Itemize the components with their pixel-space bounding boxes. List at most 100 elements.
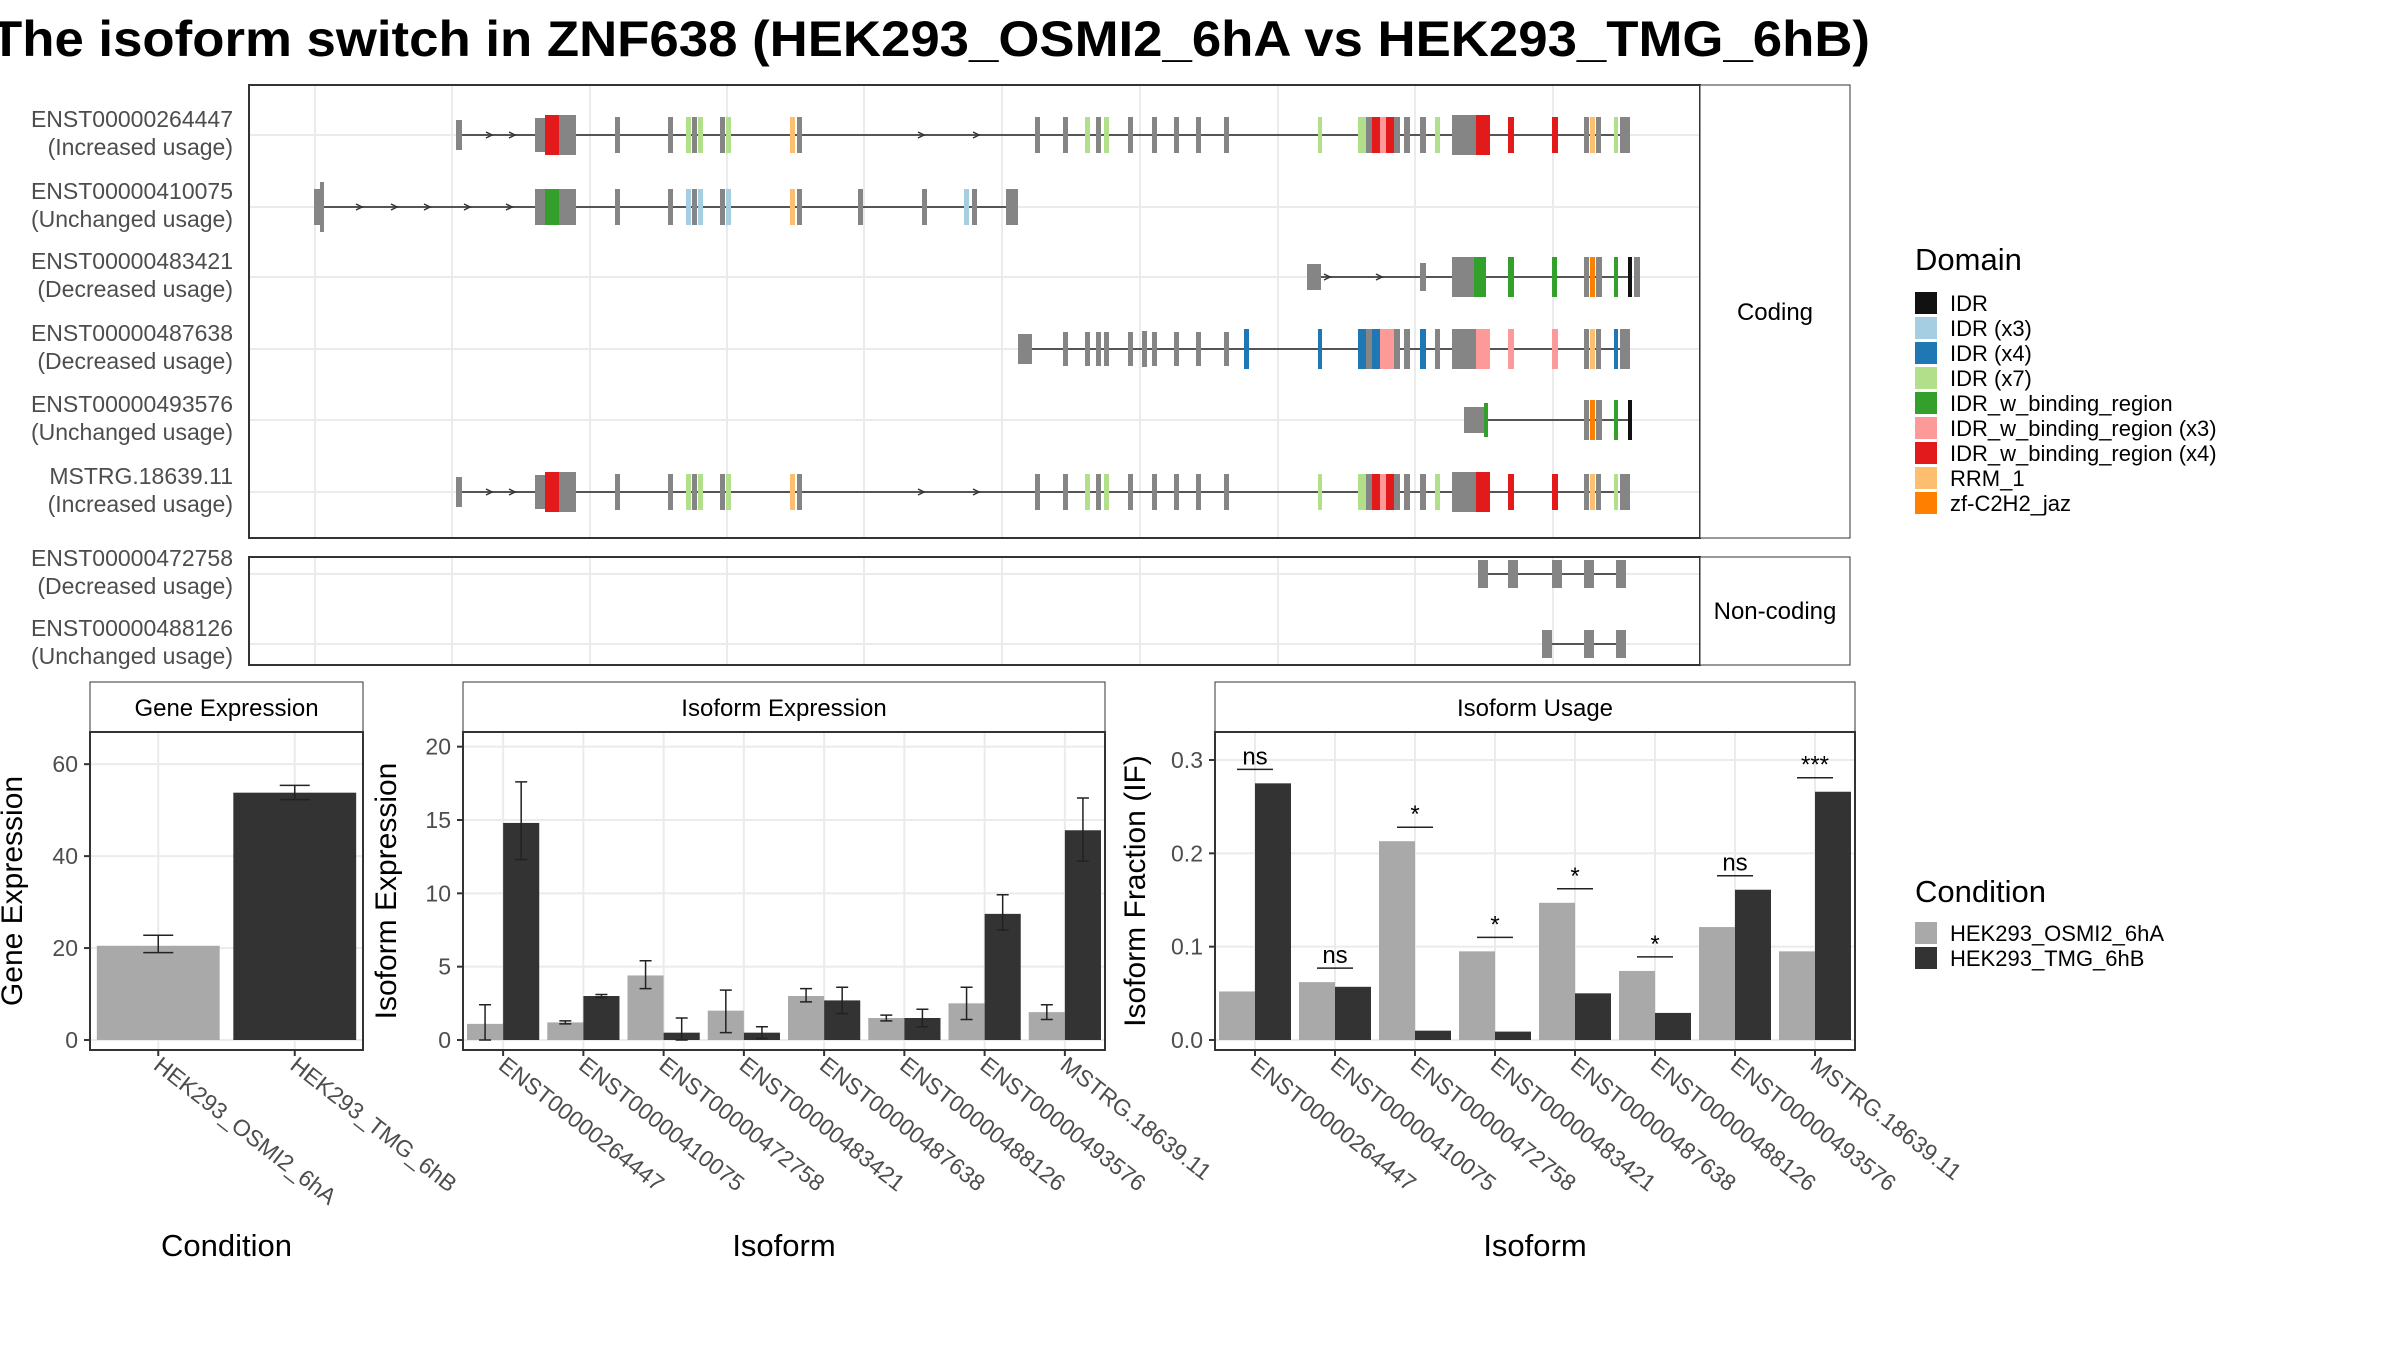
exon-block (686, 117, 691, 153)
exon-block (1584, 329, 1589, 369)
exon-block (1096, 332, 1101, 366)
domain-legend-title: Domain (1915, 242, 2022, 277)
exon-block (545, 115, 559, 155)
exon-block (1620, 474, 1630, 510)
coding-panel-bg (249, 85, 1700, 538)
error-bar (836, 986, 849, 1015)
condition-legend-title: Condition (1915, 874, 2046, 909)
exon-block (686, 474, 691, 510)
bar-MSTRG.18639.11 (1779, 951, 1815, 1040)
exon-block (1394, 474, 1400, 510)
bar-ENST00000487638 (788, 996, 825, 1040)
exon-block (1035, 117, 1040, 153)
exon-block (1307, 264, 1321, 290)
y-tick-label: 20 (425, 734, 451, 760)
exon-block (1128, 474, 1133, 510)
exon-block (1590, 400, 1595, 440)
exon-block (1435, 117, 1440, 153)
exon-block (1552, 560, 1562, 588)
bar-ENST00000264447 (1219, 991, 1255, 1040)
exon-block (1584, 560, 1594, 588)
error-bar (916, 1008, 929, 1028)
exon-block (456, 477, 462, 507)
transcript-usage-label: (Unchanged usage) (31, 419, 233, 445)
error-bar (996, 894, 1009, 931)
exon-block (1614, 400, 1618, 440)
significance-label: ns (1242, 743, 1267, 770)
exon-block (1366, 329, 1372, 369)
intron-arrow (355, 203, 364, 211)
exon-block (726, 474, 731, 510)
condition-legend-key (1915, 922, 1937, 944)
panel-strip-title: Isoform Usage (1457, 695, 1613, 722)
exon-block (1435, 329, 1440, 369)
exon-block (1452, 257, 1462, 297)
y-tick-label: 0 (438, 1027, 451, 1053)
domain-legend-key (1915, 442, 1937, 464)
transcript-usage-label: (Decreased usage) (37, 573, 233, 599)
error-bar (559, 1020, 572, 1025)
bar-ENST00000493576 (1735, 889, 1771, 1040)
exon-block (1196, 474, 1201, 510)
exon-block (1474, 257, 1486, 297)
exon-block (535, 189, 545, 225)
intron-arrow (463, 203, 472, 211)
exon-block (1358, 474, 1366, 510)
domain-legend-label: IDR_w_binding_region (1950, 391, 2173, 416)
domain-legend-label: IDR (x3) (1950, 316, 2032, 341)
y-tick-label: 0.0 (1171, 1027, 1203, 1053)
exon-block (1628, 257, 1632, 297)
exon-block (720, 117, 725, 153)
exon-block (1508, 560, 1518, 588)
exon-block (1085, 474, 1090, 510)
y-tick-label: 0.2 (1171, 840, 1203, 866)
bar-ENST00000410075 (1335, 986, 1371, 1040)
exon-block (1096, 117, 1101, 153)
bar-ENST00000487638 (1539, 902, 1575, 1040)
exon-block (1584, 630, 1594, 658)
exon-block (320, 182, 324, 232)
exon-block (790, 474, 795, 510)
facet-label-noncoding: Non-coding (1714, 598, 1837, 625)
exon-block (1380, 117, 1386, 153)
error-bar (639, 960, 652, 990)
exon-block (615, 474, 620, 510)
panel-strip (1214, 681, 1856, 733)
exon-block (1614, 474, 1618, 510)
y-axis-title: Isoform Fraction (IF) (1119, 755, 1152, 1027)
exon-block (1584, 257, 1589, 297)
exon-block (1614, 329, 1618, 369)
exon-block (1006, 189, 1018, 225)
transcript-usage-label: (Unchanged usage) (31, 206, 233, 232)
exon-block (726, 189, 731, 225)
exon-block (1394, 329, 1400, 369)
exon-block (1552, 329, 1558, 369)
domain-legend-key (1915, 467, 1937, 489)
y-tick-label: 5 (438, 954, 451, 980)
transcript-id-label: ENST00000487638 (31, 320, 233, 346)
exon-block (790, 117, 795, 153)
exon-block (456, 120, 462, 150)
exon-block (1584, 474, 1589, 510)
domain-legend-label: IDR (1950, 291, 1988, 316)
error-bar (479, 1004, 492, 1041)
exon-block (535, 475, 545, 509)
x-axis-title: Isoform (732, 1228, 835, 1263)
exon-block (698, 189, 703, 225)
significance-label: *** (1801, 752, 1829, 779)
exon-block (1616, 560, 1626, 588)
bar-ENST00000488126 (868, 1018, 905, 1040)
exon-block (1386, 117, 1394, 153)
exon-block (1372, 474, 1380, 510)
exon-block (1224, 474, 1229, 510)
exon-block (1404, 474, 1410, 510)
transcript-usage-label: (Increased usage) (48, 491, 233, 517)
transcript-usage-label: (Unchanged usage) (31, 643, 233, 669)
exon-block (668, 474, 673, 510)
exon-block (559, 189, 576, 225)
panel-border (1214, 731, 1856, 1051)
exon-block (1152, 332, 1157, 366)
transcript-id-label: ENST00000264447 (31, 106, 233, 132)
exon-block (1634, 257, 1640, 297)
domain-legend-label: IDR_w_binding_region (x4) (1950, 441, 2217, 466)
